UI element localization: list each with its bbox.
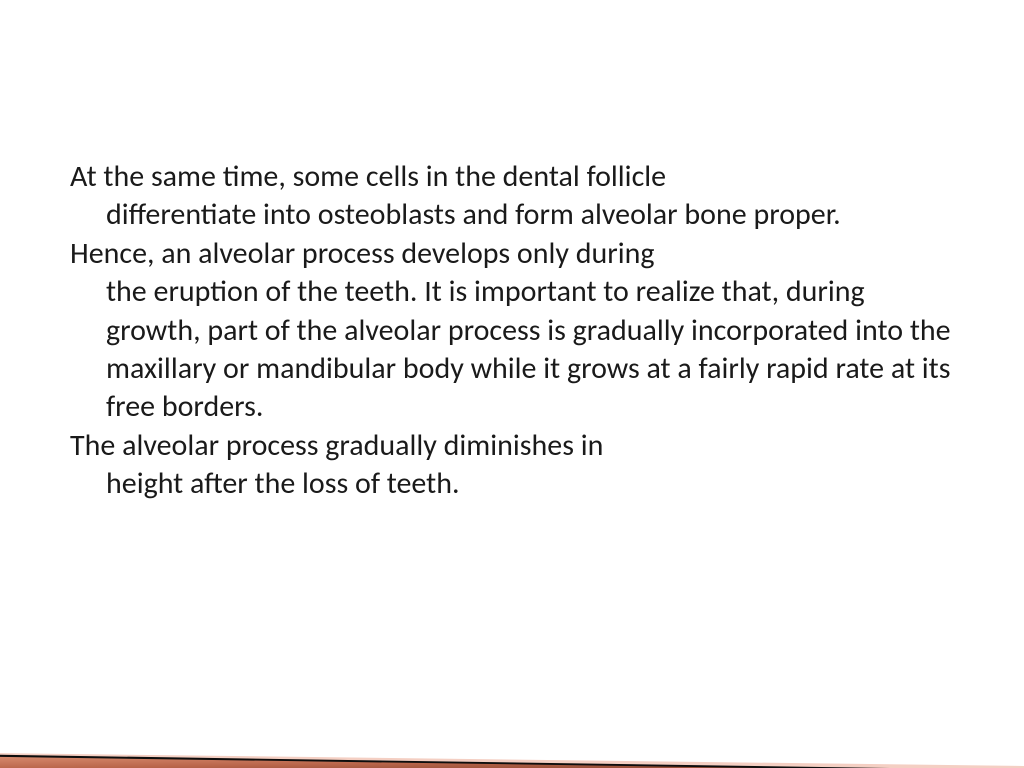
corner-decoration-icon: [0, 638, 1024, 768]
paragraph-continuation: the eruption of the teeth. It is importa…: [70, 273, 960, 427]
paragraph-first-line: The alveolar process gradually diminishe…: [70, 427, 960, 465]
paragraph: At the same time, some cells in the dent…: [70, 158, 960, 235]
slide-body-text: At the same time, some cells in the dent…: [70, 158, 960, 504]
slide: At the same time, some cells in the dent…: [0, 0, 1024, 768]
paragraph: Hence, an alveolar process develops only…: [70, 235, 960, 427]
paragraph-first-line: Hence, an alveolar process develops only…: [70, 235, 960, 273]
paragraph: The alveolar process gradually diminishe…: [70, 427, 960, 504]
paragraph-continuation: height after the loss of teeth.: [70, 465, 960, 503]
paragraph-continuation: differentiate into osteoblasts and form …: [70, 196, 960, 234]
paragraph-first-line: At the same time, some cells in the dent…: [70, 158, 960, 196]
